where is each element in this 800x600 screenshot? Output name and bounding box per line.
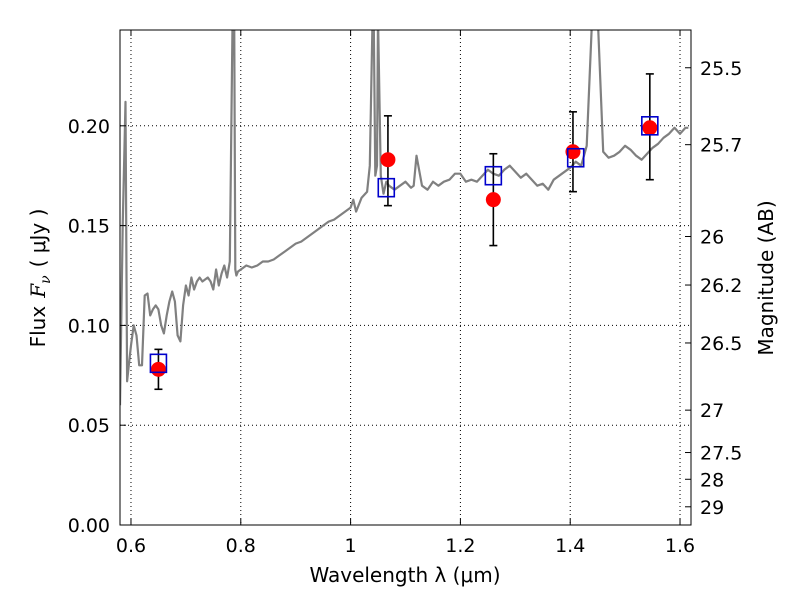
y-tick-label: 0.20: [68, 116, 110, 138]
magnitude-tick-label: 26.5: [700, 333, 742, 355]
model-point: [377, 177, 396, 198]
magnitude-tick-label: 26.2: [700, 275, 742, 297]
magnitude-tick-label: 25.7: [700, 135, 742, 157]
y-tick-label: 0.05: [68, 415, 110, 437]
grid-lines: [120, 30, 691, 526]
y-tick-labels: 0.00 0.05 0.10 0.15 0.20: [68, 116, 110, 537]
spectrum-line: [120, 30, 689, 406]
magnitude-tick-label: 27.5: [700, 443, 742, 465]
plot-frame: [119, 29, 692, 526]
x-tick-labels: 0.6 0.8 1 1.2 1.4 1.6: [116, 535, 695, 557]
x-tick-label: 1: [345, 535, 357, 557]
y-axis-label-prefix: Flux: [26, 306, 50, 348]
magnitude-tick-label: 28: [700, 469, 724, 491]
y-axis-label-left: Flux Fν ( μJy ): [26, 209, 54, 348]
y-tick-label: 0.15: [68, 216, 110, 238]
observed-point: [642, 120, 658, 136]
magnitude-tick-labels: 25.5 25.7 26 26.2 26.5 27 27.5 28 29: [700, 58, 742, 519]
observed-point: [380, 152, 396, 168]
magnitude-tick-label: 26: [700, 226, 724, 248]
x-tick-label: 0.8: [226, 535, 256, 557]
y-axis-label-right: Magnitude (AB): [754, 200, 778, 355]
x-tick-label: 1.2: [445, 535, 475, 557]
y-axis-label-symbol: F: [26, 283, 50, 299]
x-tick-label: 1.4: [555, 535, 585, 557]
y-axis-label-subscript: ν: [38, 275, 54, 284]
y-tick-label: 0.10: [68, 315, 110, 337]
x-tick-label: 1.6: [665, 535, 695, 557]
axis-ticks: [120, 30, 691, 526]
observed-point: [150, 361, 166, 377]
model-point: [641, 116, 659, 136]
magnitude-tick-label: 25.5: [700, 58, 742, 80]
x-axis-label: Wavelength λ (μm): [309, 563, 500, 587]
x-tick-label: 0.6: [116, 535, 146, 557]
model-point: [149, 353, 168, 374]
y-axis-label-units: ( μJy ): [26, 209, 50, 268]
plot-area: [120, 30, 689, 406]
model-point: [484, 165, 503, 186]
observed-point: [485, 192, 501, 208]
model-point: [566, 147, 585, 168]
magnitude-tick-label: 29: [700, 497, 724, 519]
model-points: [149, 116, 659, 374]
y-tick-label: 0.00: [68, 515, 110, 537]
magnitude-tick-label: 27: [700, 400, 724, 422]
